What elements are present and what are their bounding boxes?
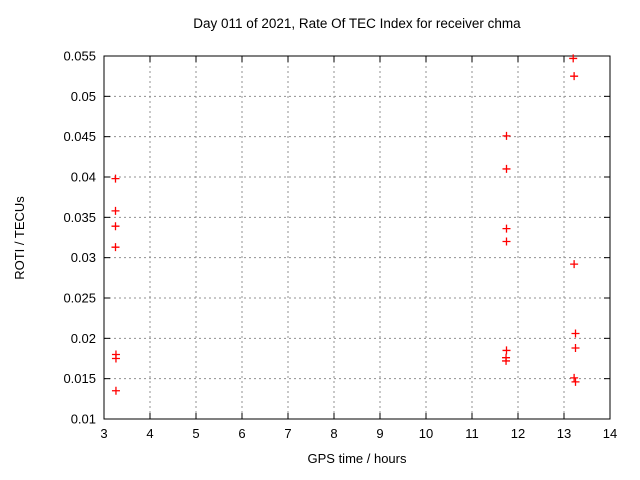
x-tick-label: 9 (376, 426, 383, 441)
x-tick-label: 12 (511, 426, 525, 441)
plus-marker (571, 344, 580, 353)
plus-marker (570, 72, 579, 81)
y-tick-label: 0.02 (71, 331, 96, 346)
x-tick-label: 11 (465, 426, 479, 441)
x-tick-label: 13 (557, 426, 571, 441)
plus-marker (570, 260, 579, 269)
plus-marker (569, 54, 578, 63)
plus-marker (111, 243, 120, 252)
plus-marker (111, 206, 120, 215)
x-tick-label: 3 (100, 426, 107, 441)
grid-lines (104, 56, 610, 419)
plot-border (103, 55, 611, 420)
y-tick-label: 0.015 (63, 371, 96, 386)
x-axis-label: GPS time / hours (308, 451, 407, 466)
y-tick-label: 0.025 (63, 291, 96, 306)
plus-marker (502, 237, 511, 246)
x-tick-label: 10 (419, 426, 433, 441)
y-tick-label: 0.05 (71, 89, 96, 104)
plus-marker (502, 224, 511, 233)
plus-marker (111, 222, 120, 231)
plus-marker (111, 354, 120, 363)
tick-labels: 3 4 5 6 7 8 9 10 11 12 13 14 0.01 0.015 0.02 0.025 0.03 0… (63, 49, 617, 442)
y-tick-label: 0.04 (71, 170, 96, 185)
x-tick-label: 7 (284, 426, 291, 441)
plus-marker (502, 356, 511, 365)
plus-marker (571, 329, 580, 338)
plus-marker (570, 373, 579, 382)
plus-marker (111, 174, 120, 183)
data-points (111, 54, 580, 395)
x-tick-label: 5 (192, 426, 199, 441)
y-tick-label: 0.045 (63, 129, 96, 144)
plus-marker (502, 131, 511, 140)
axis-ticks (103, 55, 611, 420)
y-tick-label: 0.035 (63, 210, 96, 225)
y-tick-label: 0.03 (71, 250, 96, 265)
x-tick-label: 6 (238, 426, 245, 441)
plus-marker (111, 386, 120, 395)
x-tick-label: 8 (330, 426, 337, 441)
x-tick-label: 14 (603, 426, 617, 441)
y-tick-label: 0.01 (71, 412, 96, 427)
plus-marker (571, 377, 580, 386)
chart-title: Day 011 of 2021, Rate Of TEC Index for r… (193, 16, 521, 31)
plus-marker (502, 164, 511, 173)
y-tick-label: 0.055 (63, 49, 96, 64)
y-axis-label: ROTI / TECUs (12, 196, 27, 280)
x-tick-label: 4 (146, 426, 153, 441)
plus-marker (502, 346, 511, 355)
